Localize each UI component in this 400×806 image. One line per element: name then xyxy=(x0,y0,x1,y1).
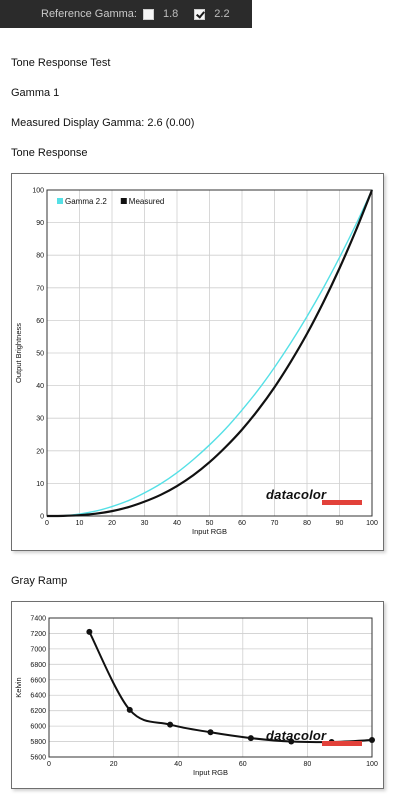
y-tick-label: 10 xyxy=(36,481,44,488)
x-axis-label: Input RGB xyxy=(192,527,227,536)
y-tick-label: 7000 xyxy=(30,646,46,653)
gray-ramp-heading: Gray Ramp xyxy=(11,575,68,587)
gamma-1-8-checkbox[interactable] xyxy=(142,8,154,20)
x-tick-label: 20 xyxy=(110,761,118,768)
y-tick-label: 50 xyxy=(36,351,44,358)
x-tick-label: 10 xyxy=(76,520,84,527)
measured-gamma-text: Measured Display Gamma: 2.6 (0.00) xyxy=(11,117,195,129)
y-tick-label: 5600 xyxy=(30,755,46,762)
gamma-2-2-checkbox[interactable] xyxy=(194,8,206,20)
x-tick-label: 40 xyxy=(173,520,181,527)
y-tick-label: 40 xyxy=(36,383,44,390)
gray-ramp-chart: 0 20 40 60 80 100 5600 5800 6000 6200 6400 6600 6800… xyxy=(14,616,378,778)
gamma-name: Gamma 1 xyxy=(11,87,60,99)
y-axis-label: Output Brightness xyxy=(14,323,23,383)
tone-response-heading: Tone Response xyxy=(11,147,88,159)
measured-line xyxy=(46,189,374,518)
data-point xyxy=(167,721,174,728)
x-tick-label: 100 xyxy=(366,761,378,768)
gray-ramp-panel: 0 20 40 60 80 100 5600 5800 6000 6200 6400 6600 6800… xyxy=(11,601,384,789)
y-tick-label: 6200 xyxy=(30,708,46,715)
data-point xyxy=(247,735,254,742)
data-point xyxy=(207,729,214,736)
x-axis-label: Input RGB xyxy=(193,768,228,777)
x-tick-label: 30 xyxy=(141,520,149,527)
gamma-2-2-label[interactable]: 2.2 xyxy=(214,8,230,20)
y-tick-label: 30 xyxy=(36,416,44,423)
y-tick-label: 70 xyxy=(36,285,44,292)
x-tick-label: 80 xyxy=(303,520,311,527)
x-tick-label: 100 xyxy=(366,520,378,527)
y-tick-label: 100 xyxy=(32,188,44,195)
x-tick-label: 80 xyxy=(304,761,312,768)
y-tick-label: 20 xyxy=(36,448,44,455)
x-tick-label: 40 xyxy=(174,761,182,768)
y-tick-label: 0 xyxy=(40,514,44,521)
gamma-2-2-legend-swatch xyxy=(57,198,63,204)
measured-legend-swatch xyxy=(120,198,127,204)
datacolor-logo-bar xyxy=(322,500,362,505)
x-tick-label: 60 xyxy=(238,520,246,527)
plot-frame xyxy=(46,189,373,517)
y-axis-label: Kelvin xyxy=(14,677,23,697)
x-tick-label: 20 xyxy=(108,520,116,527)
datacolor-logo-bar xyxy=(322,741,362,746)
data-point xyxy=(86,628,93,635)
data-point xyxy=(369,737,375,744)
y-tick-label: 6400 xyxy=(30,693,46,700)
test-title: Tone Response Test xyxy=(11,57,111,69)
series-line xyxy=(88,631,373,744)
y-tick-label: 90 xyxy=(36,220,44,227)
gamma-1-8-label[interactable]: 1.8 xyxy=(162,8,179,20)
gamma-1-8-option[interactable]: 1.8 xyxy=(142,8,179,20)
reference-gamma-toolbar: Reference Gamma: 1.8 2.2 xyxy=(0,0,252,28)
x-tick-label: 60 xyxy=(239,761,247,768)
data-point xyxy=(288,738,295,745)
data-point xyxy=(126,706,133,713)
x-tick-label: 0 xyxy=(47,761,51,768)
x-tick-label: 50 xyxy=(206,520,214,527)
gamma-2-2-option[interactable]: 2.2 xyxy=(194,8,230,20)
y-tick-label: 6800 xyxy=(30,662,46,669)
y-tick-label: 7400 xyxy=(30,616,46,623)
tone-response-panel: 0 10 20 30 40 50 60 70 80 90 100 0 10 20 30 40 50 60 70 80 9… xyxy=(11,173,384,551)
reference-gamma-bar: Reference Gamma: 1.8 2.2 xyxy=(0,0,400,28)
y-tick-label: 5800 xyxy=(30,739,46,746)
datacolor-logo: datacolor xyxy=(266,487,327,502)
gamma-2-2-legend-label: Gamma 2.2 xyxy=(65,197,107,206)
datacolor-logo: datacolor xyxy=(266,728,327,743)
gamma-2-2-line xyxy=(46,189,373,517)
y-tick-label: 6600 xyxy=(30,677,46,684)
x-tick-label: 0 xyxy=(45,520,49,527)
plot-frame xyxy=(48,617,373,758)
measured-legend-label: Measured xyxy=(129,197,165,206)
y-tick-label: 7200 xyxy=(30,631,46,638)
reference-gamma-label: Reference Gamma: xyxy=(41,8,137,20)
y-tick-label: 60 xyxy=(36,318,44,325)
y-tick-label: 80 xyxy=(36,253,44,260)
x-tick-label: 70 xyxy=(271,520,279,527)
y-tick-label: 6000 xyxy=(30,724,46,731)
x-tick-label: 90 xyxy=(336,520,344,527)
tone-response-chart: 0 10 20 30 40 50 60 70 80 90 100 0 10 20 30 40 50 60 70 80 9… xyxy=(14,188,378,537)
